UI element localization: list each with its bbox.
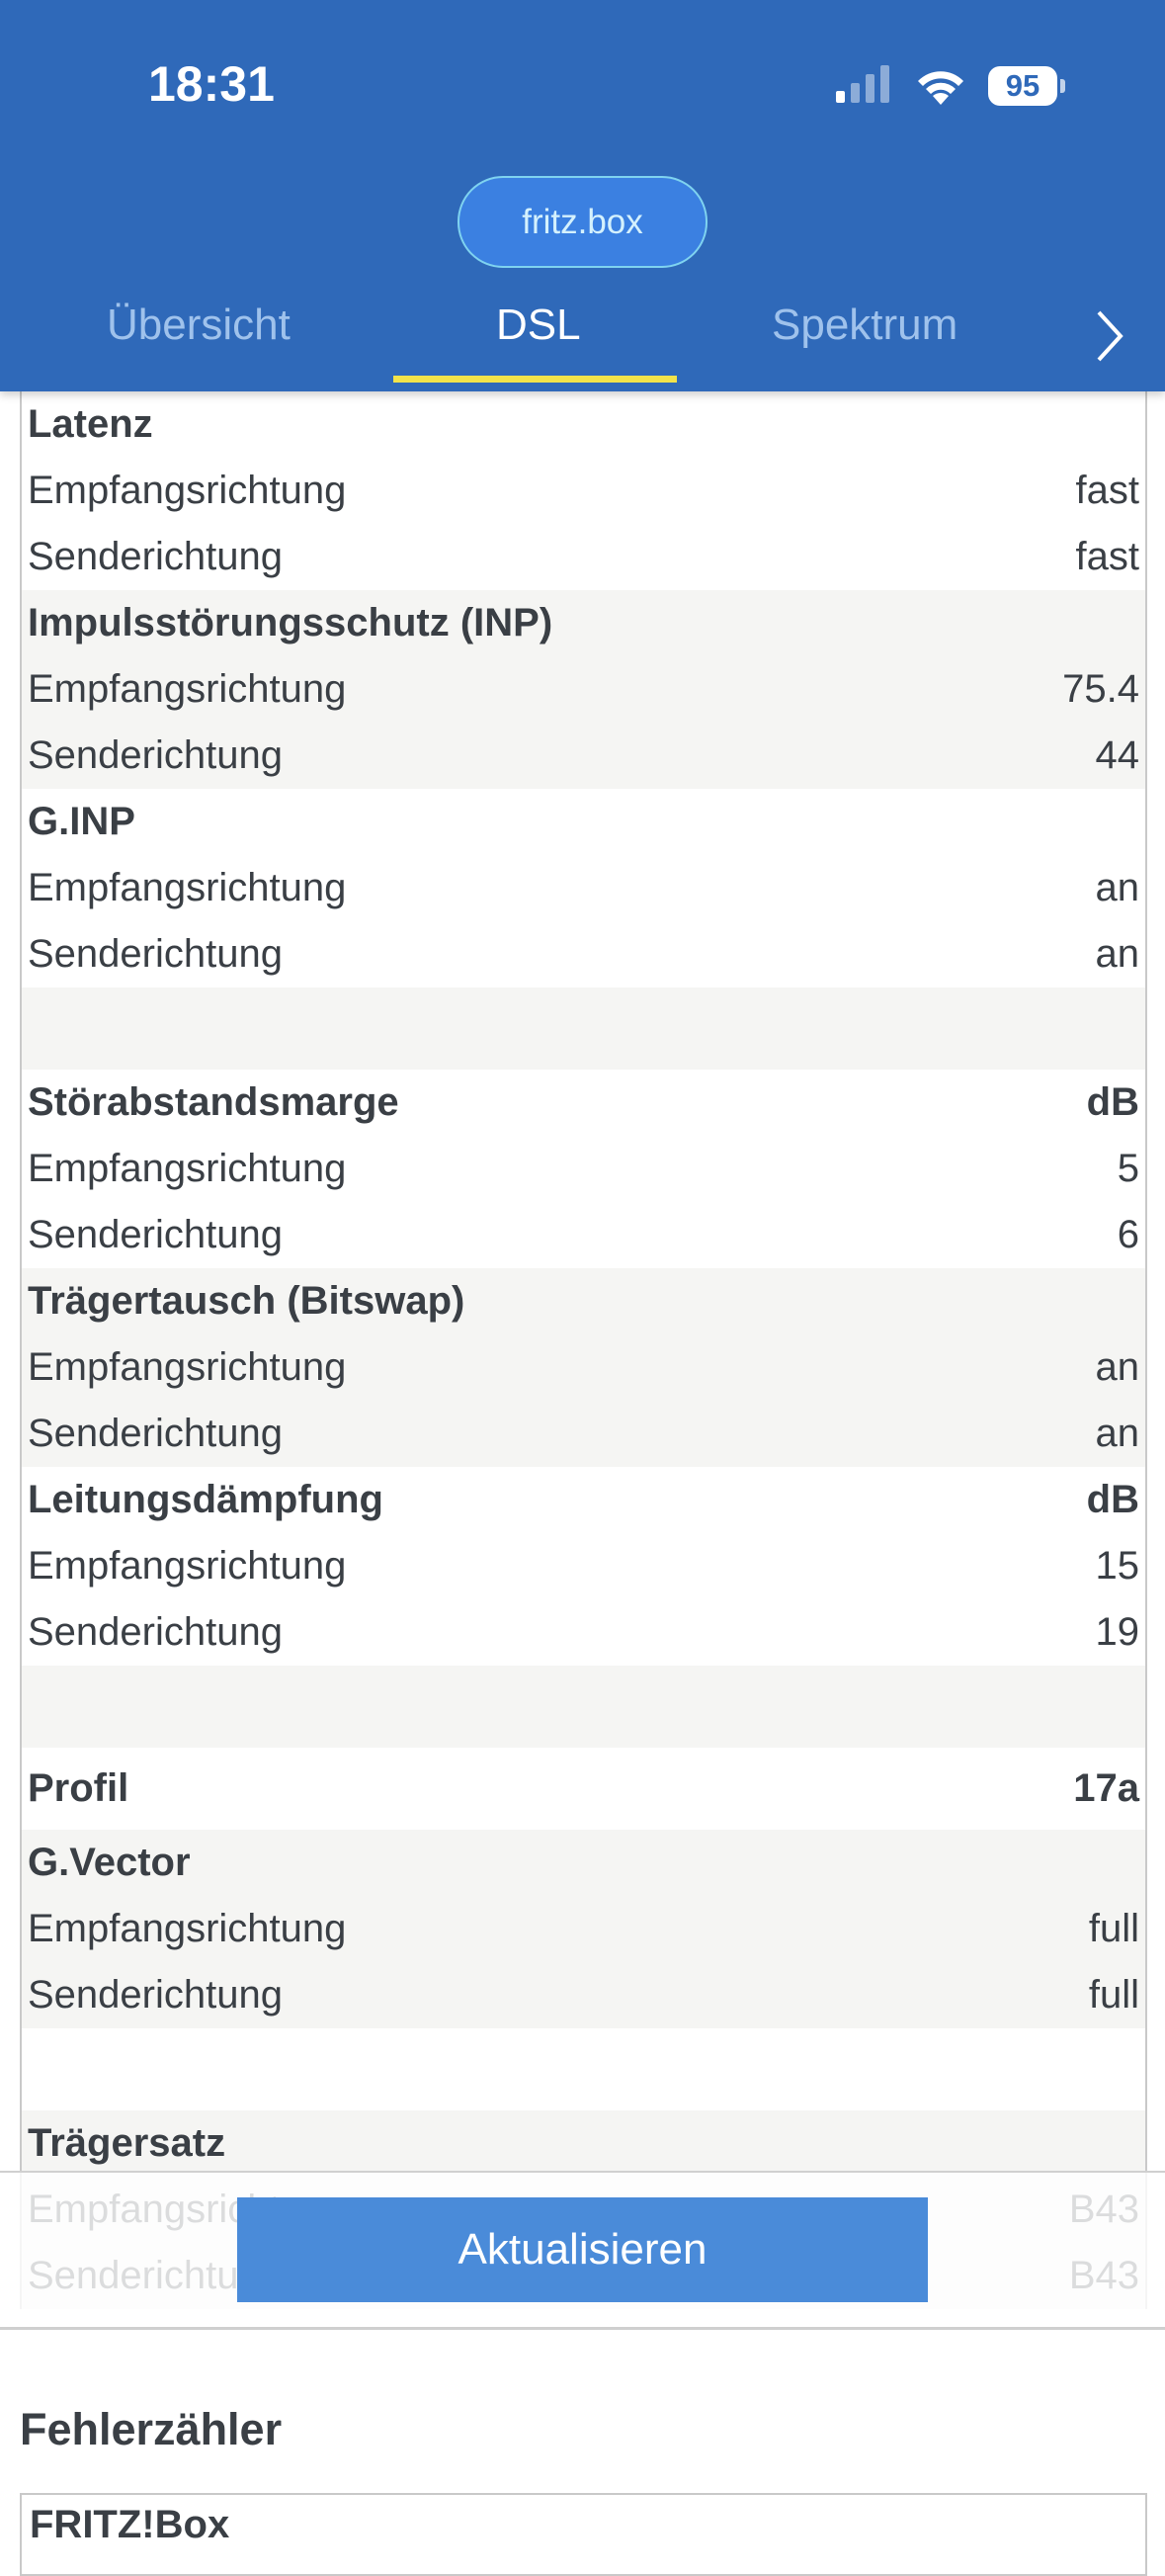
- section-title: Trägertausch (Bitswap): [28, 1279, 465, 1323]
- section: Latenz Empfangsrichtung fast Senderichtung f…: [22, 391, 1145, 590]
- battery-tip: [1060, 79, 1065, 93]
- row-label: Empfangsrichtung: [28, 866, 347, 909]
- section-title: Störabstandsmarge: [28, 1080, 399, 1124]
- refresh-button[interactable]: Aktualisieren: [237, 2197, 928, 2302]
- row-label: Senderichtung: [28, 1412, 283, 1455]
- data-row: Senderichtung 6: [22, 1202, 1145, 1268]
- section-header: Störabstandsmarge dB: [22, 1070, 1145, 1136]
- section-title: Profil: [28, 1766, 129, 1810]
- data-row: Senderichtung an: [22, 1401, 1145, 1467]
- section-unit: dB: [1086, 1478, 1139, 1521]
- section: Trägertausch (Bitswap) Empfangsrichtung an…: [22, 1268, 1145, 1467]
- row-value: 5: [1117, 1147, 1139, 1190]
- row-label: Senderichtung: [28, 1973, 283, 2017]
- row-value: 75.4: [1062, 667, 1139, 711]
- section-unit: dB: [1086, 1080, 1139, 1124]
- data-row: Empfangsrichtung 75.4: [22, 656, 1145, 723]
- section-title: Leitungsdämpfung: [28, 1478, 383, 1521]
- section-title: Latenz: [28, 402, 153, 446]
- data-row: Senderichtung an: [22, 921, 1145, 987]
- row-value: 44: [1095, 733, 1140, 777]
- row-label: Empfangsrichtung: [28, 1345, 347, 1389]
- row-label: Senderichtung: [28, 1213, 283, 1256]
- section-header: Impulsstörungsschutz (INP): [22, 590, 1145, 656]
- data-row: Empfangsrichtung full: [22, 1896, 1145, 1962]
- data-row: Senderichtung fast: [22, 524, 1145, 590]
- data-row: Empfangsrichtung 5: [22, 1136, 1145, 1202]
- data-row: Empfangsrichtung an: [22, 855, 1145, 921]
- section-header: Trägertausch (Bitswap): [22, 1268, 1145, 1334]
- row-value: an: [1095, 932, 1140, 976]
- tab-indicator: [393, 376, 677, 383]
- data-row: Empfangsrichtung 15: [22, 1533, 1145, 1599]
- spacer: [22, 987, 1145, 1070]
- section: Störabstandsmarge dB Empfangsrichtung 5 Send…: [22, 1070, 1145, 1268]
- row-label: Empfangsrichtung: [28, 1907, 347, 1950]
- row-value: an: [1095, 1345, 1140, 1389]
- row-label: Senderichtung: [28, 535, 283, 578]
- spacer: [22, 2028, 1145, 2110]
- section-title: Trägersatz: [28, 2121, 226, 2165]
- data-row: Senderichtung 19: [22, 1599, 1145, 1666]
- tab[interactable]: Übersicht: [107, 301, 291, 349]
- section-header: Profil 17a: [22, 1748, 1145, 1830]
- section-header: G.INP: [22, 789, 1145, 855]
- data-row: Senderichtung 44: [22, 723, 1145, 789]
- tab[interactable]: Spektrum: [772, 301, 958, 349]
- row-label: Empfangsrichtung: [28, 667, 347, 711]
- table-title: FRITZ!Box: [30, 2503, 230, 2546]
- signal-icon: [836, 65, 889, 103]
- wifi-icon: [918, 71, 963, 105]
- section-header: Latenz: [22, 391, 1145, 458]
- row-label: Empfangsrichtung: [28, 1147, 347, 1190]
- section: Leitungsdämpfung dB Empfangsrichtung 15 Send…: [22, 1467, 1145, 1666]
- header: 18:31 95 fritz.box Übersicht DSL Spektru…: [0, 0, 1165, 391]
- section-title: G.Vector: [28, 1841, 191, 1884]
- status-time: 18:31: [148, 56, 275, 112]
- section: Impulsstörungsschutz (INP) Empfangsrichtu…: [22, 590, 1145, 789]
- row-value: fast: [1075, 535, 1139, 578]
- row-value: 19: [1095, 1610, 1140, 1654]
- data-row: Empfangsrichtung an: [22, 1334, 1145, 1401]
- row-value: an: [1095, 866, 1140, 909]
- section: G.INP Empfangsrichtung an Senderichtung an: [22, 789, 1145, 987]
- row-value: an: [1095, 1412, 1140, 1455]
- row-label: Senderichtung: [28, 932, 283, 976]
- row-value: fast: [1075, 469, 1139, 512]
- row-value: 6: [1117, 1213, 1139, 1256]
- section-title: Impulsstörungsschutz (INP): [28, 601, 553, 644]
- row-label: Empfangsrichtung: [28, 469, 347, 512]
- row-value: full: [1088, 1973, 1139, 2017]
- error-table: FRITZ!Box: [20, 2493, 1147, 2576]
- dsl-table: Latenz Empfangsrichtung fast Senderichtung f…: [20, 391, 1147, 2309]
- data-row: Senderichtung full: [22, 1962, 1145, 2028]
- section-header: Leitungsdämpfung dB: [22, 1467, 1145, 1533]
- row-label: Empfangsrichtung: [28, 1544, 347, 1588]
- section-title: G.INP: [28, 800, 135, 843]
- row-label: Senderichtung: [28, 733, 283, 777]
- button-bar: Aktualisieren: [0, 2171, 1165, 2330]
- host-pill[interactable]: fritz.box: [458, 176, 707, 268]
- section-title: Fehlerzähler: [20, 2404, 283, 2454]
- spacer: [22, 1666, 1145, 1748]
- tab-active[interactable]: DSL: [496, 301, 581, 349]
- data-row: Empfangsrichtung fast: [22, 458, 1145, 524]
- section-header: G.Vector: [22, 1830, 1145, 1896]
- battery: 95: [988, 66, 1057, 106]
- row-label: Senderichtung: [28, 1610, 283, 1654]
- section-unit: 17a: [1073, 1766, 1139, 1810]
- section: Profil 17a: [22, 1748, 1145, 1830]
- section-header: Trägersatz: [22, 2110, 1145, 2177]
- section: G.Vector Empfangsrichtung full Senderichtun…: [22, 1830, 1145, 2028]
- next-tab[interactable]: [1091, 306, 1126, 366]
- row-value: full: [1088, 1907, 1139, 1950]
- row-value: 15: [1095, 1544, 1140, 1588]
